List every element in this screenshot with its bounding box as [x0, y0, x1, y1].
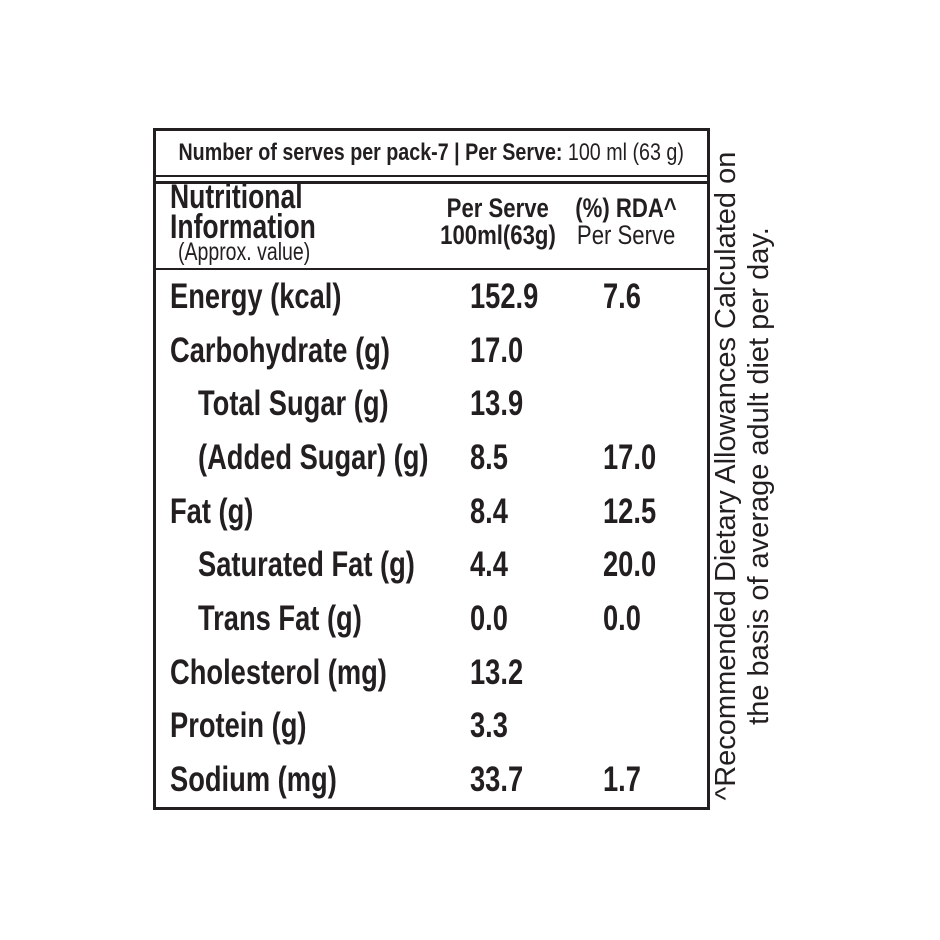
per-serve-value: 17.0: [470, 330, 524, 370]
row-label-cell: Saturated Fat (g): [156, 545, 470, 585]
row-label: Total Sugar (g): [198, 384, 389, 424]
table-row: Saturated Fat (g) 4.4 20.0: [156, 538, 707, 592]
row-label-cell: Protein (g): [156, 706, 470, 746]
row-label: (Added Sugar) (g): [198, 437, 429, 477]
rda-footnote: ^Recommended Dietary Allowances Calculat…: [710, 146, 776, 806]
table-row: (Added Sugar) (g) 8.5 17.0: [156, 431, 707, 485]
rda-value: 20.0: [603, 545, 657, 585]
rda-footnote-line1: ^Recommended Dietary Allowances Calculat…: [710, 151, 742, 801]
rda-value-cell: 17.0: [603, 438, 707, 478]
per-serve-value-cell: 13.2: [470, 653, 603, 693]
row-label-cell: (Added Sugar) (g): [156, 438, 470, 478]
rda-value: 17.0: [603, 437, 657, 477]
table-row: Energy (kcal) 152.9 7.6: [156, 270, 707, 324]
rda-value: 0.0: [603, 598, 641, 638]
rda-value-cell: [603, 384, 707, 424]
table-row: Trans Fat (g) 0.0 0.0: [156, 592, 707, 646]
table-row: Total Sugar (g) 13.9: [156, 377, 707, 431]
per-serve-value: 13.9: [470, 384, 524, 424]
column-header-rda: (%) RDA^ Per Serve: [564, 195, 688, 249]
row-label: Cholesterol (mg): [170, 652, 387, 692]
row-label: Fat (g): [170, 491, 254, 531]
rda-value-cell: 0.0: [603, 599, 707, 639]
serves-bar-regular-text: 100 ml (63 g): [568, 139, 685, 166]
per-serve-value: 33.7: [470, 760, 524, 800]
table-header: Nutritional Information (Approx. value) …: [156, 178, 707, 270]
per-serve-value-cell: 0.0: [470, 599, 603, 639]
row-label-cell: Carbohydrate (g): [156, 331, 470, 371]
rda-value-cell: 12.5: [603, 492, 707, 532]
row-label-cell: Cholesterol (mg): [156, 653, 470, 693]
table-row: Protein (g) 3.3: [156, 700, 707, 754]
column-header-per-serve-line1: Per Serve: [446, 193, 550, 223]
row-label: Energy (kcal): [170, 276, 342, 316]
per-serve-value: 8.5: [470, 437, 508, 477]
row-label: Saturated Fat (g): [198, 545, 415, 585]
rda-value-cell: [603, 331, 707, 371]
per-serve-value-cell: 3.3: [470, 706, 603, 746]
column-header-rda-line1: (%) RDA^: [575, 193, 677, 223]
row-label: Carbohydrate (g): [170, 330, 390, 370]
per-serve-value-cell: 33.7: [470, 760, 603, 800]
per-serve-value-cell: 13.9: [470, 384, 603, 424]
rda-value-cell: 1.7: [603, 760, 707, 800]
rda-value-cell: 7.6: [603, 277, 707, 317]
per-serve-value: 3.3: [470, 706, 508, 746]
row-label-cell: Energy (kcal): [156, 277, 470, 317]
per-serve-value: 152.9: [470, 276, 539, 316]
column-header-per-serve-line2: 100ml(63g): [440, 220, 556, 250]
per-serve-value: 4.4: [470, 545, 508, 585]
table-title-line1: Nutritional: [170, 178, 303, 216]
table-row: Carbohydrate (g) 17.0: [156, 324, 707, 378]
rda-value-cell: [603, 706, 707, 746]
per-serve-value: 13.2: [470, 652, 524, 692]
table-row: Sodium (mg) 33.7 1.7: [156, 753, 707, 807]
rda-footnote-line2: the basis of average adult diet per day.: [743, 227, 775, 725]
nutrition-table-body: Energy (kcal) 152.9 7.6 Carbohydrate (g)…: [156, 270, 707, 807]
per-serve-value: 8.4: [470, 491, 508, 531]
row-label: Protein (g): [170, 706, 307, 746]
per-serve-value-cell: 4.4: [470, 545, 603, 585]
serves-bar-bold-text: Number of serves per pack-7 | Per Serve:: [178, 139, 569, 166]
row-label-cell: Total Sugar (g): [156, 384, 470, 424]
table-row: Cholesterol (mg) 13.2: [156, 646, 707, 700]
nutrition-label: Number of serves per pack-7 | Per Serve:…: [153, 128, 710, 810]
column-header-per-serve: Per Serve 100ml(63g): [427, 195, 568, 249]
row-label: Trans Fat (g): [198, 598, 362, 638]
per-serve-value-cell: 17.0: [470, 331, 603, 371]
table-title: Nutritional Information: [170, 178, 357, 246]
table-title-note: (Approx. value): [178, 238, 311, 266]
table-row: Fat (g) 8.4 12.5: [156, 485, 707, 539]
row-label-cell: Trans Fat (g): [156, 599, 470, 639]
serves-bar: Number of serves per pack-7 | Per Serve:…: [156, 131, 707, 177]
rda-value-cell: 20.0: [603, 545, 707, 585]
rda-value: 7.6: [603, 276, 641, 316]
per-serve-value-cell: 8.4: [470, 492, 603, 532]
per-serve-value: 0.0: [470, 598, 508, 638]
column-header-rda-line2: Per Serve: [576, 220, 676, 250]
row-label: Sodium (mg): [170, 760, 337, 800]
rda-value: 12.5: [603, 491, 657, 531]
serves-bar-text: Number of serves per pack-7 | Per Serve:…: [179, 139, 684, 167]
row-label-cell: Sodium (mg): [156, 760, 470, 800]
rda-value-cell: [603, 653, 707, 693]
per-serve-value-cell: 152.9: [470, 277, 603, 317]
per-serve-value-cell: 8.5: [470, 438, 603, 478]
row-label-cell: Fat (g): [156, 492, 470, 532]
table-title-line2: Information: [170, 208, 316, 246]
rda-value: 1.7: [603, 760, 641, 800]
